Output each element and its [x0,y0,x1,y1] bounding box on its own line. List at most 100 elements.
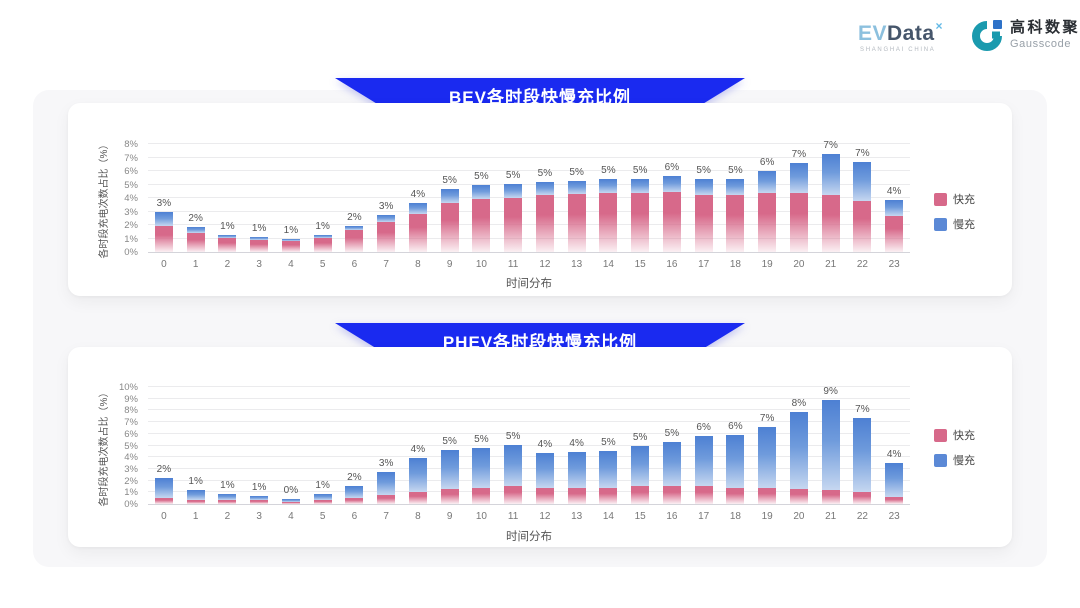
x-tick-label: 23 [888,259,900,270]
bar-column: 1% [275,145,307,252]
bar-segment-fast-charge [631,193,650,252]
x-tick-label: 12 [539,511,551,522]
gridline [148,491,910,493]
bar-segment-fast-charge [694,486,713,504]
bar-segment-fast-charge [567,194,586,252]
bar-segment-slow-charge [408,458,427,492]
bar-segment-fast-charge [250,240,269,252]
bar-segment-slow-charge [377,215,396,222]
bar-segment-fast-charge [726,488,745,504]
bar-column: 6% [720,388,752,504]
bar-column: 0% [275,388,307,504]
bar-total-label: 7% [791,149,807,160]
bar-segment-fast-charge [789,193,808,252]
gridline [148,444,910,446]
bar-segment-slow-charge [789,163,808,193]
y-tick-label: 1% [124,487,138,499]
bar-total-label: 1% [220,480,235,491]
bar-segment-fast-charge [599,488,618,504]
gridline [148,183,910,185]
bar-segment-slow-charge [726,179,745,195]
bar-column: 4% [561,388,593,504]
x-tick-label: 22 [856,259,868,270]
bar-total-label: 1% [220,221,235,232]
bar-column: 5% [688,145,720,252]
bar-segment-slow-charge [694,179,713,195]
bar-total-label: 5% [537,168,553,179]
x-tick-label: 6 [351,259,358,270]
gridline [148,386,910,387]
x-tick-label: 0 [161,511,167,522]
bar-segment-fast-charge [758,193,777,252]
x-tick-label: 13 [571,259,583,270]
bar-segment-fast-charge [440,203,459,252]
bar-column: 4% [402,388,434,504]
bar-segment-fast-charge [885,497,904,504]
bar-column: 6% [656,145,688,252]
bar-total-label: 5% [505,170,521,181]
bar-column: 2% [180,145,212,252]
x-tick-label: 16 [666,259,678,270]
bar-total-label: 4% [569,438,584,449]
x-tick-label: 17 [698,259,710,270]
bar-segment-fast-charge [853,492,872,504]
bar-total-label: 4% [886,186,902,197]
bar-segment-slow-charge [789,412,808,489]
bar-segment-slow-charge [694,436,713,486]
y-tick-label: 0% [124,499,138,510]
bar-total-label: 4% [410,189,426,200]
legend-label: 快充 [953,430,975,442]
bar-total-label: 5% [442,436,457,447]
bar-total-label: 5% [569,167,584,178]
y-tick-label: 4% [124,452,138,464]
bar-column: 4% [878,145,910,252]
bar-segment-slow-charge [408,203,427,214]
bar-total-label: 5% [601,165,616,176]
bar-total-label: 2% [188,213,203,224]
bar-total-label: 5% [442,175,457,186]
bar-segment-slow-charge [281,499,300,502]
bar-segment-fast-charge [186,500,205,504]
bar-segment-slow-charge [726,435,745,488]
gridline [148,421,910,423]
bar-total-label: 8% [791,398,807,409]
bar-segment-slow-charge [821,154,840,195]
x-tick-label: 12 [539,259,551,270]
y-tick-label: 10% [118,382,138,393]
bar-segment-slow-charge [154,478,173,498]
bev-chart-card: 各时段充电次数占比（%） 0% 1% 2% 3% 4% 5% 6% 7% 8% 3% 2% 1% 1%… [68,103,1012,296]
bar-segment-fast-charge [377,222,396,252]
evdata-x-mark: × [935,19,944,33]
bar-column: 6% [751,145,783,252]
x-tick-label: 4 [288,259,294,270]
bar-total-label: 1% [251,223,267,234]
bar-segment-fast-charge [726,195,745,252]
x-tick-label: 17 [698,511,710,522]
bar-segment-slow-charge [599,179,618,193]
bar-column: 1% [243,145,275,252]
bar-total-label: 4% [537,439,553,450]
x-tick-label: 14 [602,259,614,270]
bar-segment-slow-charge [885,463,904,497]
bar-column: 5% [466,145,498,252]
gridline [148,156,910,158]
gridline [148,456,910,458]
bar-total-label: 3% [156,198,172,209]
phev-x-axis-ticks: 0 1 2 3 4 5 6 7 8 9 10 11 12 13 14 15 16 17 18 19 20 21 22 23 [148,511,910,522]
gridline [148,467,910,469]
bar-segment-slow-charge [281,239,300,241]
bar-segment-slow-charge [472,185,491,199]
bar-column: 3% [148,145,180,252]
bar-column: 1% [212,145,244,252]
y-tick-label: 3% [124,463,138,475]
bar-segment-slow-charge [853,418,872,492]
bar-segment-slow-charge [218,235,237,238]
bar-column: 7% [783,145,815,252]
legend-item: 快充 [934,191,975,207]
x-tick-label: 6 [351,511,358,522]
bar-segment-fast-charge [472,199,491,252]
x-tick-label: 20 [793,259,805,270]
phev-bars: 2% 1% 1% 1% 0% 1% 2% 3% 4% 5% 5% 5% 4% 4% 5% 5% 5% 6% 6% 7%… [148,386,910,504]
bar-segment-fast-charge [218,500,237,504]
